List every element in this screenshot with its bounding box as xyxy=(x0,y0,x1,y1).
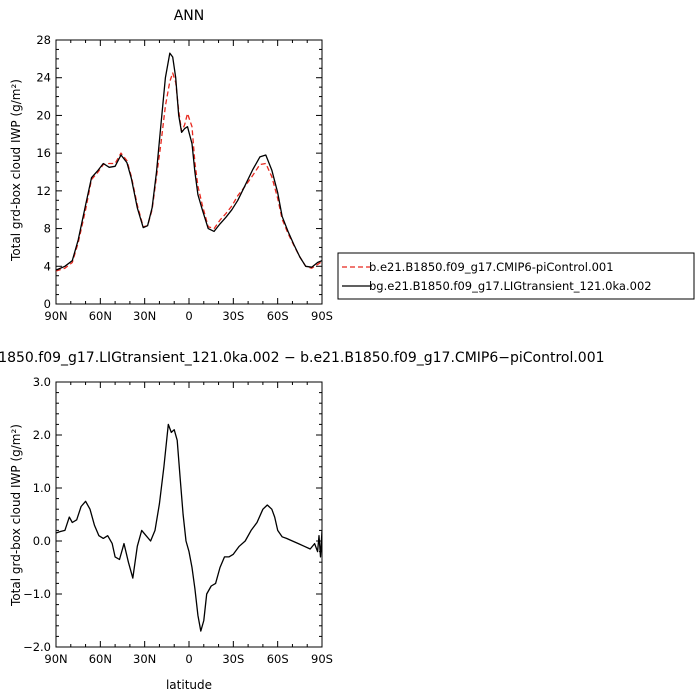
bottom-y-tick-label: −1.0 xyxy=(23,587,51,601)
bottom-x-tick-label: 60N xyxy=(89,652,112,666)
bottom-x-tick-label: 30S xyxy=(222,652,244,666)
top-x-tick-label: 60N xyxy=(89,309,112,323)
top-y-tick-label: 20 xyxy=(36,108,51,122)
top-y-axis-label: Total grd-box cloud IWP (g/m²) xyxy=(9,79,23,262)
bottom-y-tick-label: 0.0 xyxy=(33,534,51,548)
legend-label-control: b.e21.B1850.f09_g17.CMIP6-piControl.001 xyxy=(369,260,614,274)
bottom-x-tick-label: 90N xyxy=(44,652,67,666)
bottom-y-tick-label: 2.0 xyxy=(33,428,51,442)
bottom-panel: bg.e21.B1850.f09_g17.LIGtransient_121.0k… xyxy=(0,350,605,692)
top-y-tick-label: 12 xyxy=(36,184,51,198)
bottom-x-tick-label: 0 xyxy=(185,652,192,666)
bottom-frame xyxy=(55,381,323,648)
bottom-x-tick-label: 90S xyxy=(311,652,333,666)
top-panel: ANN Total grd-box cloud IWP (g/m²) 90N 60… xyxy=(9,8,333,323)
legend-box xyxy=(337,252,695,300)
top-x-tick-label: 90S xyxy=(311,309,333,323)
top-y-tick-label: 24 xyxy=(36,71,51,85)
top-y-tick-label: 4 xyxy=(44,259,51,273)
bottom-series-line-0 xyxy=(56,423,322,632)
top-plot-area: 90N 60N 30N 0 30S 60S 90S 0 4 8 12 16 20 24 28 xyxy=(36,33,333,323)
top-y-tick-label: 28 xyxy=(36,33,51,47)
top-x-tick-label: 30S xyxy=(222,309,244,323)
top-y-tick-label: 8 xyxy=(44,222,51,236)
top-x-tick-label: 90N xyxy=(44,309,67,323)
bottom-y-tick-label: 3.0 xyxy=(33,375,51,389)
legend-label-lig: bg.e21.B1850.f09_g17.LIGtransient_121.0k… xyxy=(369,279,652,293)
bottom-x-tick-label: 30N xyxy=(133,652,156,666)
top-title: ANN xyxy=(174,8,205,24)
top-x-tick-label: 30N xyxy=(133,309,156,323)
bottom-title: bg.e21.B1850.f09_g17.LIGtransient_121.0k… xyxy=(0,350,605,366)
top-x-tick-label: 60S xyxy=(267,309,289,323)
bottom-x-tick-label: 60S xyxy=(267,652,289,666)
bottom-y-tick-label: −2.0 xyxy=(23,640,51,654)
top-y-tick-label: 0 xyxy=(44,297,51,311)
bottom-y-axis-label: Total grd-box cloud IWP (g/m²) xyxy=(9,424,23,607)
top-x-tick-label: 0 xyxy=(185,309,192,323)
top-series-line-0 xyxy=(56,72,322,272)
bottom-x-axis-label: latitude xyxy=(166,678,212,692)
bottom-plot-area: 90N 60N 30N 0 30S 60S 90S −2.0 −1.0 0.0 1.0 2.0 3.0 xyxy=(23,375,333,666)
bottom-y-tick-label: 1.0 xyxy=(33,481,51,495)
legend: b.e21.B1850.f09_g17.CMIP6-piControl.001 … xyxy=(337,252,695,300)
top-series-line-1 xyxy=(56,52,322,271)
top-y-tick-label: 16 xyxy=(36,146,51,160)
